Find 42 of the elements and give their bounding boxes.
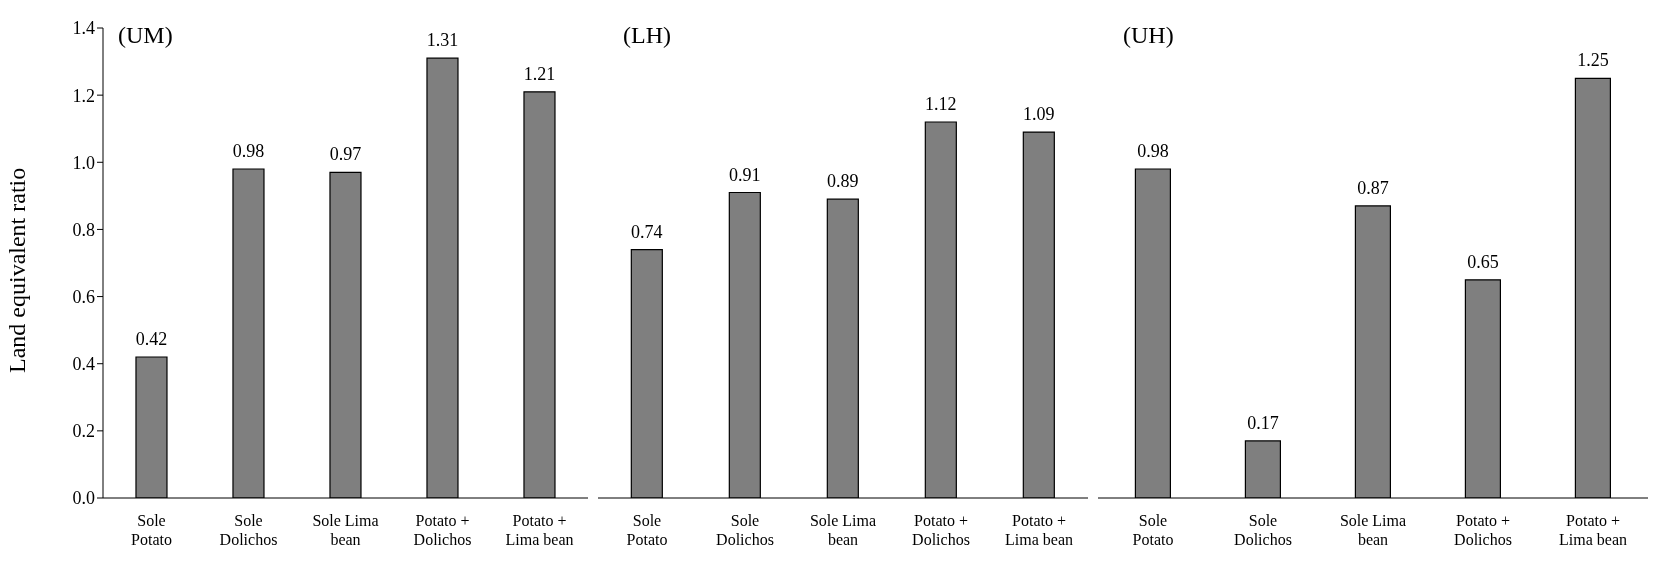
chart-title: (UM) bbox=[118, 22, 173, 49]
x-tick-label: Sole Dolichos bbox=[716, 512, 774, 548]
data-label: 0.65 bbox=[1467, 251, 1499, 272]
data-label: 1.25 bbox=[1577, 50, 1609, 71]
y-axis-title: Land equivalent ratio bbox=[3, 167, 30, 373]
data-label: 0.87 bbox=[1357, 177, 1389, 198]
x-tick-label: Sole Lima bean bbox=[809, 512, 877, 548]
data-label: 0.98 bbox=[232, 141, 265, 161]
x-tick-label: Sole Potato bbox=[1132, 512, 1174, 548]
data-label: 0.98 bbox=[1137, 141, 1169, 161]
data-label: 0.97 bbox=[329, 144, 362, 165]
x-tick-label: Potato + Dolichos bbox=[1454, 512, 1512, 548]
x-tick-label: Potato + Lima bean bbox=[1005, 512, 1073, 548]
y-tick-label: 0.4 bbox=[72, 354, 95, 375]
x-tick-label: Potato + Dolichos bbox=[413, 512, 472, 548]
chart-title: (LH) bbox=[623, 22, 671, 49]
data-label: 0.17 bbox=[1247, 412, 1279, 433]
data-label: 1.31 bbox=[426, 30, 459, 51]
data-label: 0.91 bbox=[729, 164, 761, 185]
data-label: 0.74 bbox=[631, 221, 663, 242]
y-tick-label: 0.8 bbox=[72, 219, 95, 240]
y-tick-label: 0.2 bbox=[72, 421, 95, 442]
y-tick-label: 1.4 bbox=[72, 18, 95, 39]
x-tick-label: Potato + Lima bean bbox=[505, 512, 574, 548]
x-tick-label: Sole Potato bbox=[626, 512, 668, 548]
x-tick-label: Sole Dolichos bbox=[219, 512, 278, 548]
y-tick-label: 0.6 bbox=[72, 286, 95, 307]
chart-title: (UH) bbox=[1123, 22, 1174, 49]
y-tick-label: 1.2 bbox=[72, 85, 95, 106]
data-label: 0.89 bbox=[827, 171, 859, 192]
data-label: 1.21 bbox=[523, 63, 556, 84]
x-tick-label: Potato + Lima bean bbox=[1559, 512, 1627, 548]
y-tick-label: 0.0 bbox=[72, 488, 95, 509]
y-tick-label: 1.0 bbox=[72, 152, 95, 173]
data-label: 1.09 bbox=[1023, 104, 1055, 125]
data-label: 0.42 bbox=[135, 329, 168, 349]
x-tick-label: Potato + Dolichos bbox=[912, 512, 970, 548]
data-label: 1.12 bbox=[925, 94, 957, 114]
x-tick-label: Sole Lima bean bbox=[312, 512, 379, 548]
x-tick-label: Sole Potato bbox=[131, 512, 172, 548]
x-tick-label: Sole Lima bean bbox=[1339, 512, 1407, 548]
x-tick-label: Sole Dolichos bbox=[1234, 512, 1292, 548]
